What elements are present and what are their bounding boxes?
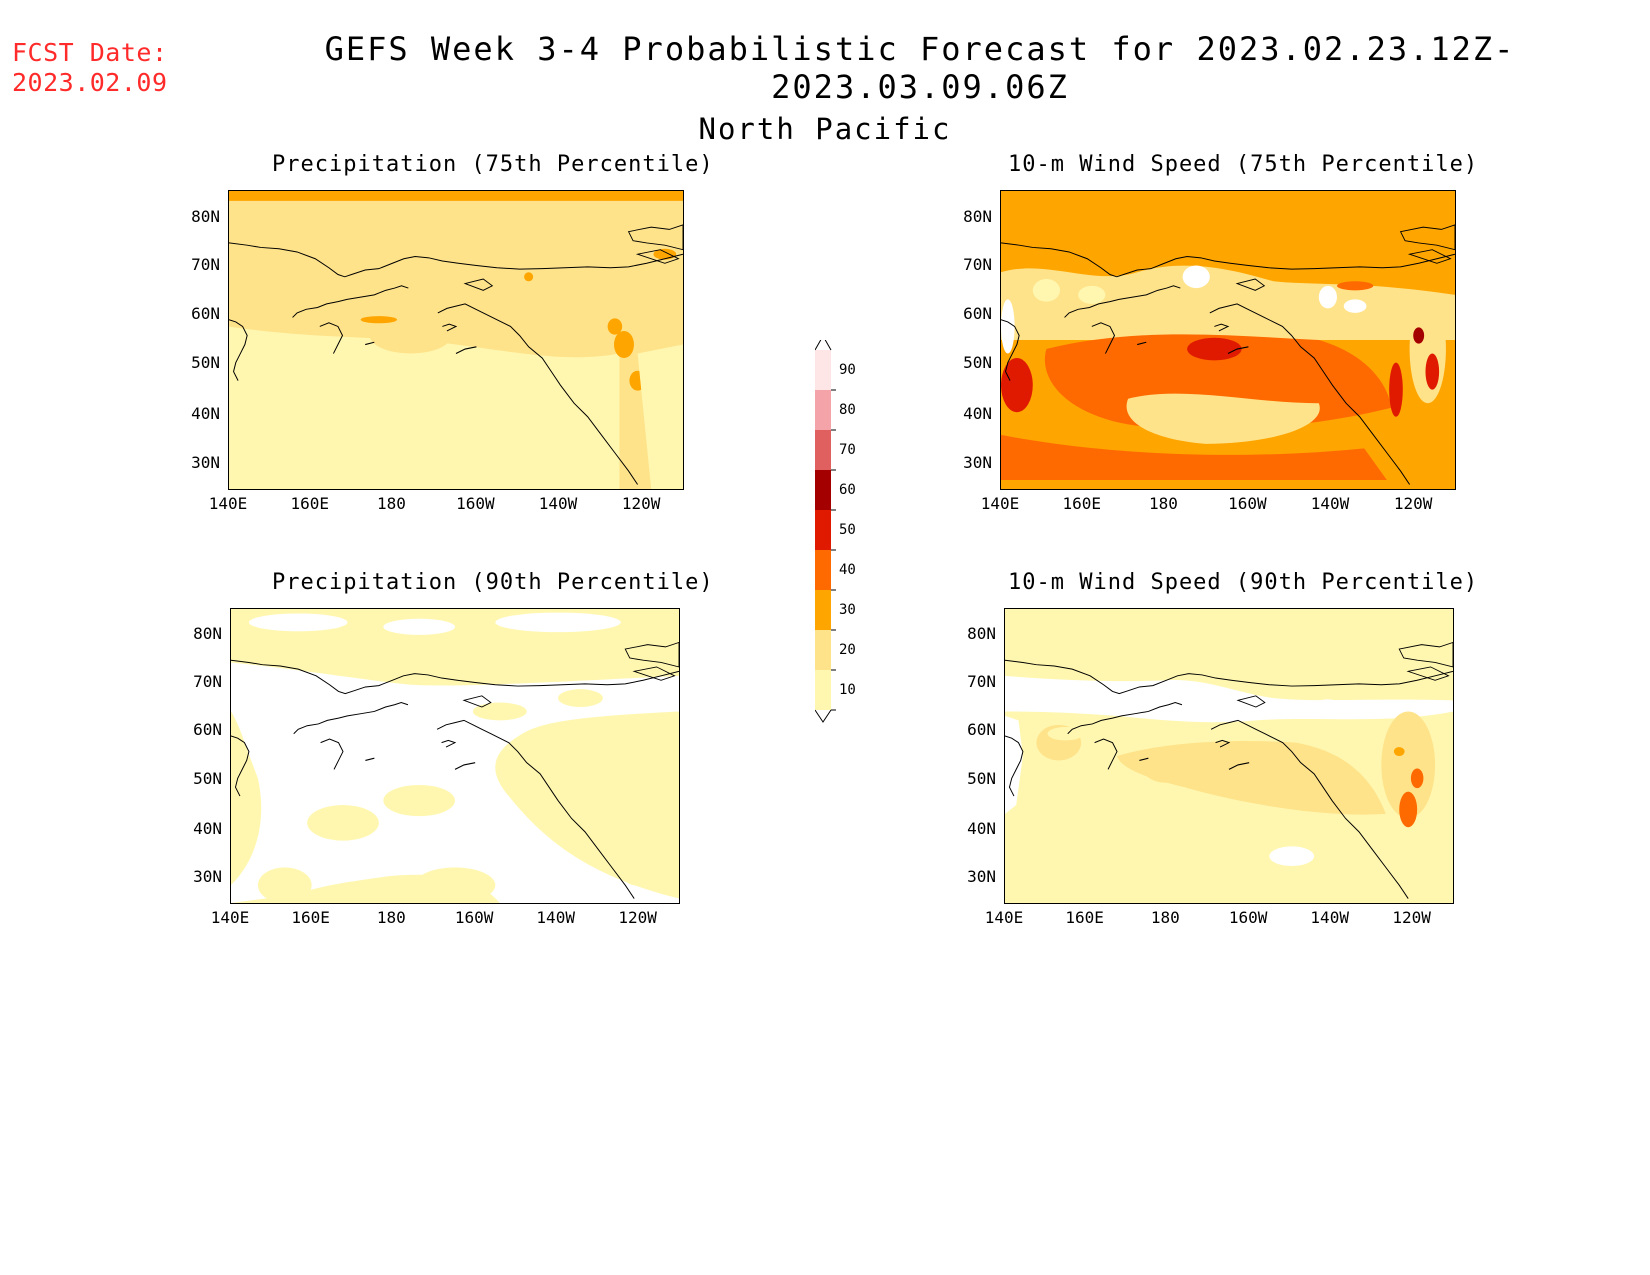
lat-tick-label: 50N <box>193 768 222 788</box>
lat-tick-label: 80N <box>193 624 222 644</box>
lat-tick-label: 70N <box>963 254 992 274</box>
map-w75 <box>1000 190 1456 490</box>
colorbar-svg <box>814 334 836 723</box>
lat-tick-label: 30N <box>967 867 996 886</box>
colorbar-label: 80 <box>839 402 856 418</box>
lon-tick-label: 160W <box>1228 494 1267 513</box>
lon-tick-label: 180 <box>376 908 406 927</box>
colorbar-swatch <box>815 430 831 470</box>
lon-tick-label: 180 <box>1150 908 1180 927</box>
lon-tick-label: 120W <box>621 494 661 513</box>
lat-tick-label: 30N <box>191 452 220 472</box>
lon-tick-label: 140W <box>1310 494 1350 513</box>
lon-tick-label: 140W <box>538 494 578 513</box>
lon-tick-label: 120W <box>1393 494 1433 513</box>
fcst-label: FCST Date: <box>12 38 168 67</box>
lat-tick-label: 60N <box>193 720 222 739</box>
panel-title-p90: Precipitation (90th Percentile) <box>272 570 714 595</box>
colorbar-label: 90 <box>839 362 856 378</box>
colorbar-swatch <box>815 550 831 590</box>
panel-title-w90: 10-m Wind Speed (90th Percentile) <box>1008 570 1479 595</box>
lon-tick-label: 160E <box>1065 908 1104 927</box>
lon-tick-label: 160E <box>290 494 329 513</box>
colorbar-label: 20 <box>839 642 856 658</box>
lon-tick-label: 160W <box>454 908 494 927</box>
lat-tick-label: 30N <box>963 452 992 472</box>
colorbar: 90 80 70 60 50 40 30 20 10 <box>814 334 895 744</box>
map-p75 <box>228 190 684 490</box>
lon-tick-label: 140W <box>536 908 575 927</box>
colorbar-swatch <box>815 390 831 430</box>
main-title: GEFS Week 3-4 Probabilistic Forecast for… <box>324 30 1516 106</box>
colorbar-swatch <box>815 470 831 510</box>
lat-tick-label: 60N <box>967 720 996 739</box>
panel-title-p75: Precipitation (75th Percentile) <box>272 152 714 177</box>
colorbar-label: 60 <box>839 482 856 498</box>
colorbar-label: 70 <box>839 442 856 458</box>
lat-tick-label: 80N <box>963 206 992 226</box>
lat-tick-label: 50N <box>967 768 996 788</box>
lat-tick-label: 60N <box>963 303 992 323</box>
lon-tick-label: 120W <box>1392 908 1431 927</box>
lon-tick-label: 160W <box>456 494 495 513</box>
lat-tick-label: 50N <box>963 352 992 372</box>
lat-tick-label: 70N <box>967 671 996 691</box>
colorbar-swatch <box>815 350 831 390</box>
lat-tick-label: 80N <box>967 624 996 644</box>
map-p90 <box>230 608 680 904</box>
lon-tick-label: 140E <box>210 908 250 927</box>
page-title: GEFS Week 3-4 Probabilistic Forecast for… <box>0 30 1650 146</box>
lat-tick-label: 40N <box>191 403 220 423</box>
colorbar-swatch <box>815 590 831 630</box>
fcst-date-block: FCST Date: 2023.02.09 <box>12 38 168 98</box>
lon-tick-label: 160E <box>291 908 330 927</box>
colorbar-label: 40 <box>839 562 856 578</box>
lat-tick-label: 70N <box>193 671 222 691</box>
lon-tick-label: 180 <box>1148 494 1178 513</box>
lon-tick-label: 160W <box>1228 908 1268 927</box>
colorbar-label: 50 <box>839 522 856 538</box>
lat-tick-label: 30N <box>193 867 222 886</box>
lon-tick-label: 120W <box>618 908 657 927</box>
lat-tick-label: 40N <box>963 403 992 423</box>
lon-tick-label: 160E <box>1062 494 1101 513</box>
colorbar-swatch <box>815 510 831 550</box>
colorbar-swatch <box>815 630 831 670</box>
lat-tick-label: 70N <box>191 254 220 274</box>
lon-tick-label: 140W <box>1310 908 1349 927</box>
fcst-date: 2023.02.09 <box>12 68 168 97</box>
colorbar-swatch <box>815 670 831 710</box>
lon-tick-label: 140E <box>984 908 1024 927</box>
region-subtitle: North Pacific <box>698 112 952 146</box>
lat-tick-label: 80N <box>191 206 220 226</box>
lon-tick-label: 140E <box>208 494 248 513</box>
lat-tick-label: 40N <box>193 818 222 838</box>
lon-tick-label: 140E <box>980 494 1020 513</box>
lat-tick-label: 50N <box>191 352 220 372</box>
panel-title-w75: 10-m Wind Speed (75th Percentile) <box>1008 152 1479 177</box>
colorbar-label: 30 <box>839 602 856 618</box>
lon-tick-label: 180 <box>376 494 406 513</box>
colorbar-label: 10 <box>839 682 856 698</box>
lat-tick-label: 60N <box>191 303 220 323</box>
lat-tick-label: 40N <box>967 818 996 838</box>
map-w90 <box>1004 608 1454 904</box>
